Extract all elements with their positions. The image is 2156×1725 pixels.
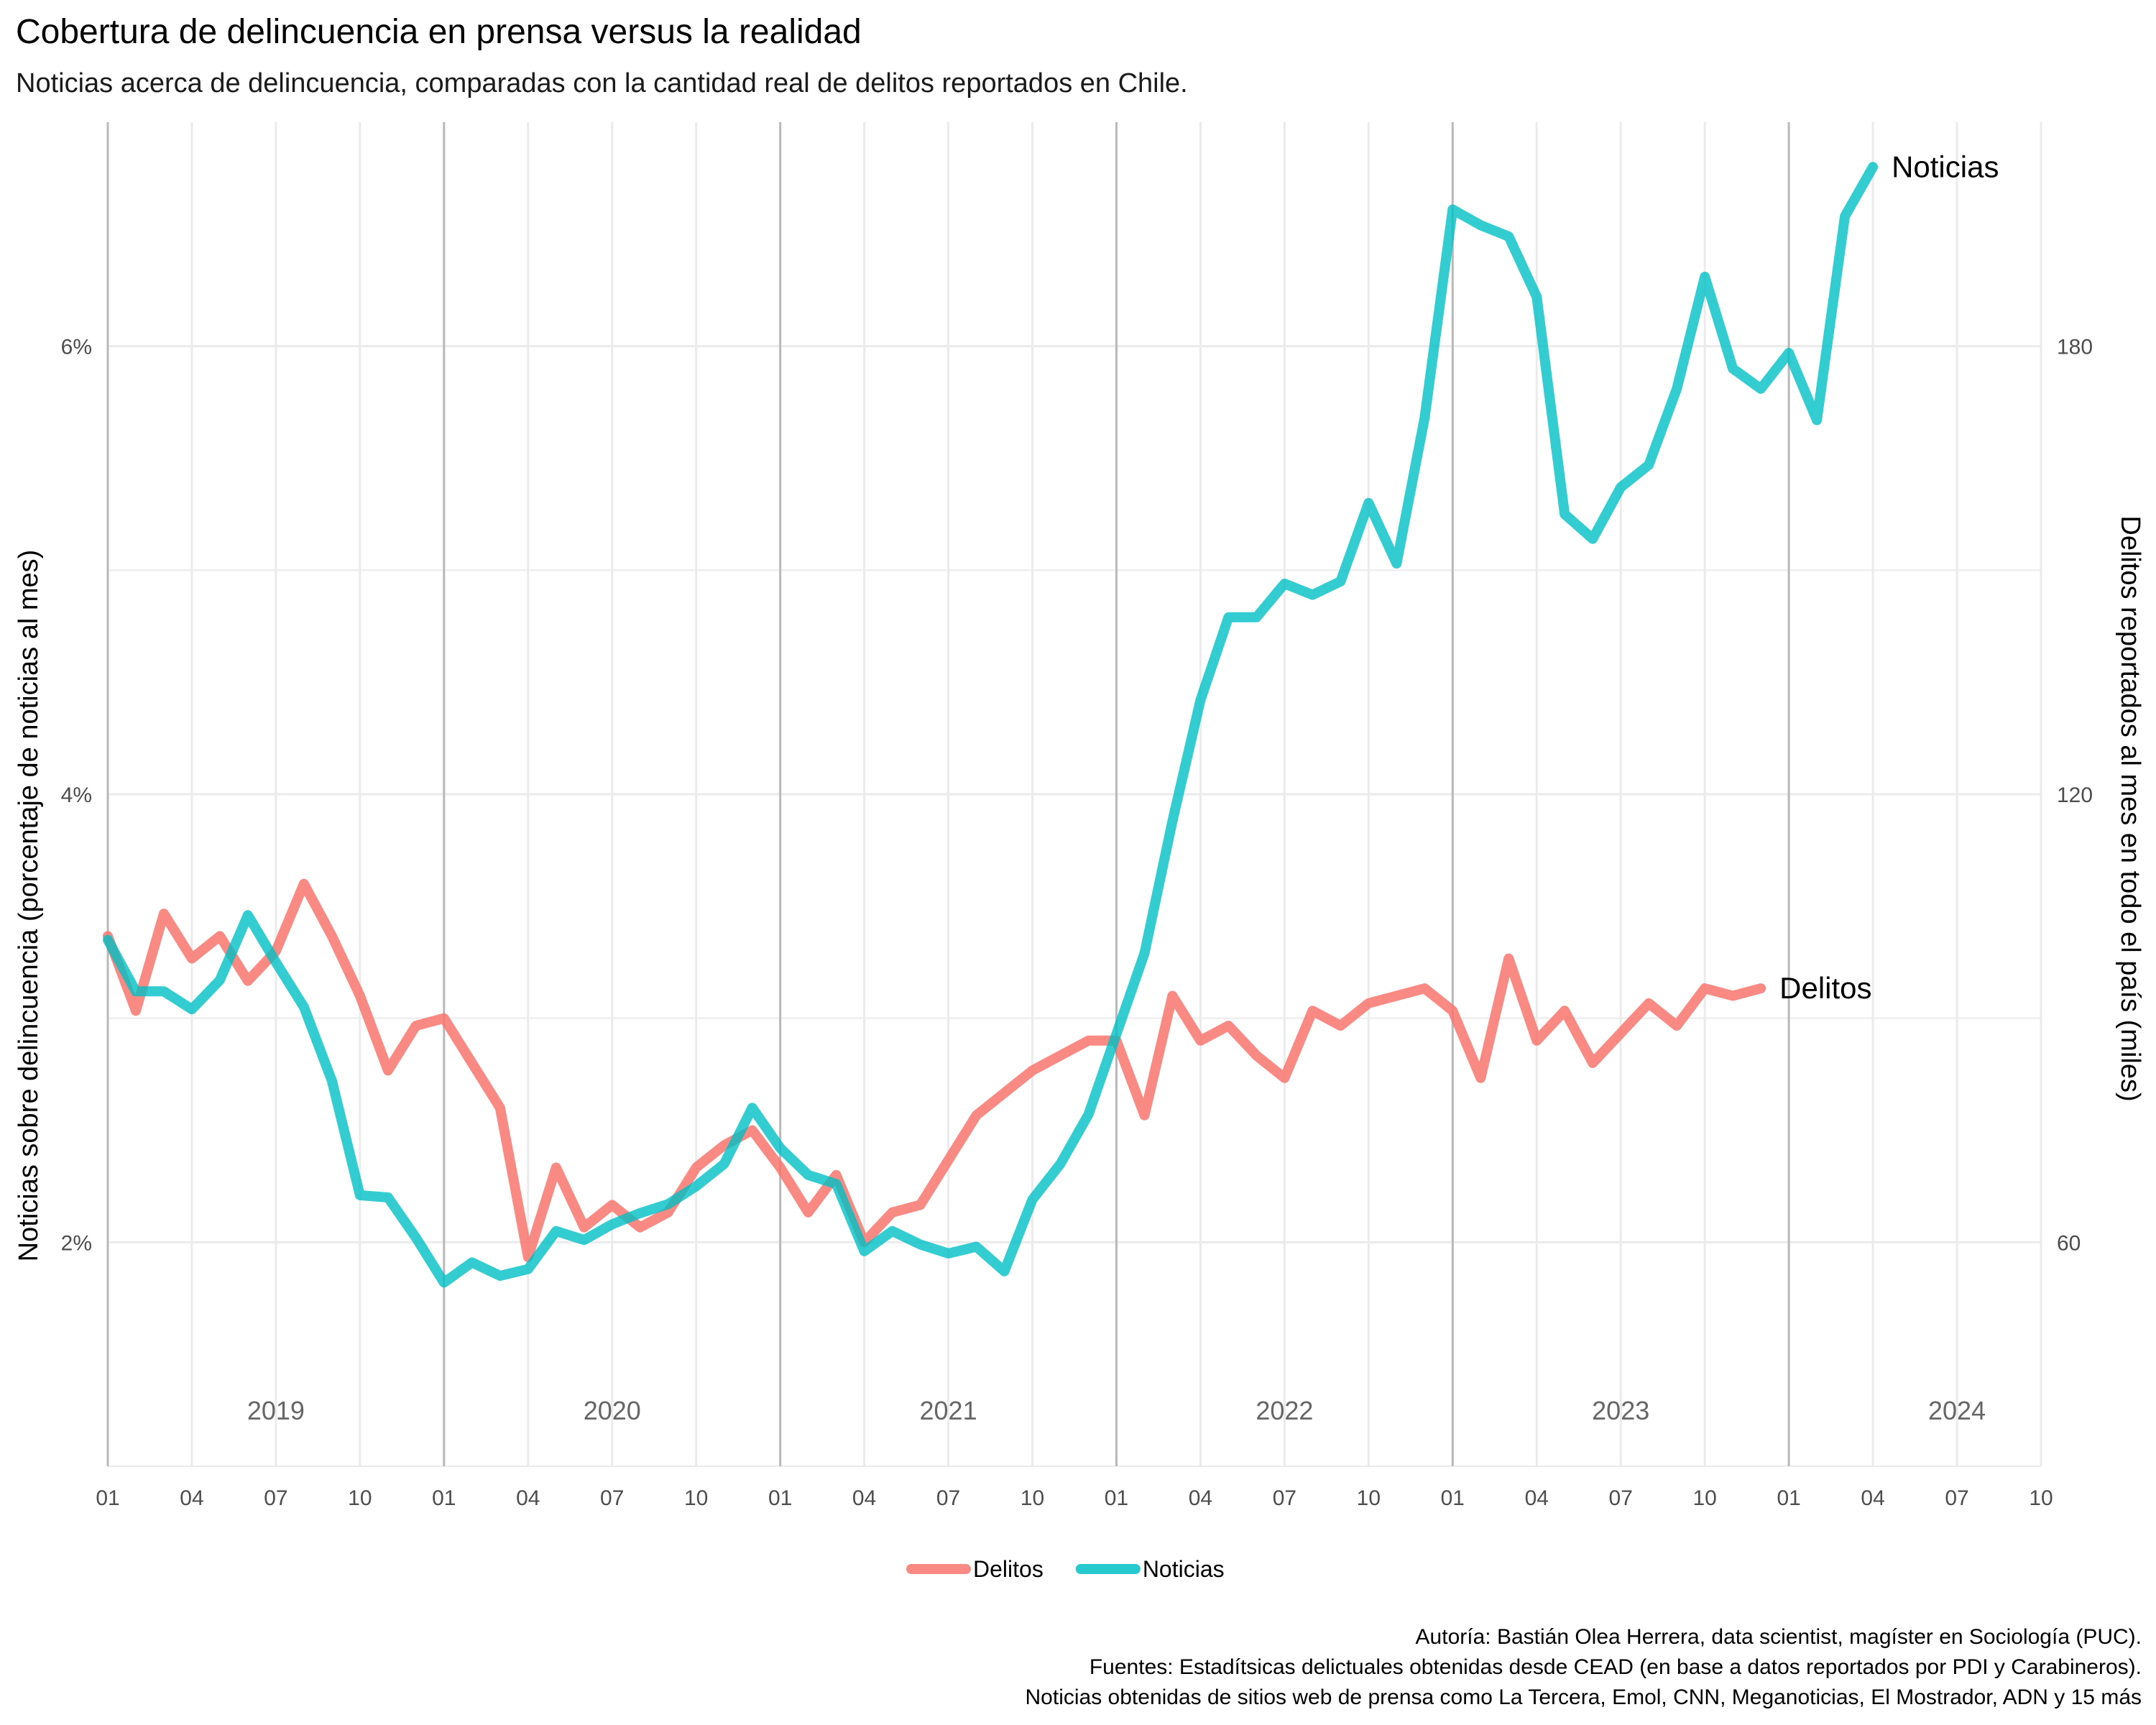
caption-line-3: Noticias obtenidas de sitios web de pren… bbox=[1026, 1685, 2142, 1709]
legend: Delitos Noticias bbox=[906, 1556, 1225, 1582]
series-line-noticias bbox=[103, 162, 1879, 1288]
y-axis-left-title: Noticias sobre delincuencia (porcentaje … bbox=[14, 550, 44, 1262]
x-tick-label: 07 bbox=[1609, 1486, 1633, 1510]
x-tick-label: 01 bbox=[96, 1486, 119, 1510]
x-tick-label: 04 bbox=[1525, 1486, 1549, 1510]
x-tick-label: 04 bbox=[180, 1486, 203, 1510]
x-tick-label: 04 bbox=[1189, 1486, 1212, 1510]
y-tick-label-right: 120 bbox=[2057, 783, 2093, 807]
x-tick-label: 10 bbox=[684, 1486, 708, 1510]
x-tick-label: 10 bbox=[1692, 1486, 1716, 1510]
x-tick-label: 04 bbox=[516, 1486, 540, 1510]
caption-line-2: Fuentes: Estadítsicas delictuales obteni… bbox=[1089, 1655, 2142, 1679]
legend-label-delitos: Delitos bbox=[973, 1556, 1044, 1582]
x-tick-label: 01 bbox=[1441, 1486, 1465, 1510]
y-tick-label-left: 6% bbox=[61, 336, 92, 359]
grid bbox=[106, 122, 2042, 1467]
series-line-delitos bbox=[103, 878, 1766, 1263]
x-tick-label: 01 bbox=[1777, 1486, 1800, 1510]
x-tick-label: 04 bbox=[852, 1486, 876, 1510]
year-label: 2022 bbox=[1256, 1396, 1313, 1425]
y-tick-label-right: 180 bbox=[2057, 336, 2093, 359]
x-tick-label: 01 bbox=[432, 1486, 456, 1510]
year-labels: 2019 2020 2021 2022 2023 2024 bbox=[247, 1396, 1986, 1425]
x-tick-label: 10 bbox=[348, 1486, 372, 1510]
x-tick-label: 04 bbox=[1861, 1486, 1884, 1510]
y-axis-right-title: Delitos reportados al mes en todo el paí… bbox=[2115, 515, 2145, 1101]
y-tick-label-left: 4% bbox=[61, 783, 92, 807]
legend-label-noticias: Noticias bbox=[1143, 1556, 1225, 1582]
x-tick-label: 07 bbox=[1273, 1486, 1296, 1510]
x-tick-label: 07 bbox=[264, 1486, 287, 1510]
year-label: 2023 bbox=[1592, 1396, 1649, 1425]
year-label: 2024 bbox=[1928, 1396, 1986, 1425]
chart-subtitle: Noticias acerca de delincuencia, compara… bbox=[16, 68, 1188, 98]
x-tick-label: 10 bbox=[2029, 1486, 2053, 1510]
x-tick-label: 07 bbox=[936, 1486, 960, 1510]
series-end-label-noticias: Noticias bbox=[1892, 150, 1999, 183]
series-lines: Delitos Noticias bbox=[103, 150, 1999, 1288]
year-label: 2019 bbox=[247, 1396, 305, 1425]
x-tick-label: 10 bbox=[1357, 1486, 1381, 1510]
y-tick-label-left: 2% bbox=[61, 1231, 92, 1255]
x-tick-label: 07 bbox=[1945, 1486, 1968, 1510]
axes: 2% 4% 6% 60 120 180 01 04 07 10 01 04 07 10 01 04 07 10 01… bbox=[61, 336, 2093, 1510]
x-tick-label: 10 bbox=[1021, 1486, 1044, 1510]
year-label: 2021 bbox=[920, 1396, 977, 1425]
x-tick-label: 07 bbox=[600, 1486, 624, 1510]
chart-title: Cobertura de delincuencia en prensa vers… bbox=[16, 13, 862, 51]
x-tick-label: 01 bbox=[768, 1486, 792, 1510]
year-label: 2020 bbox=[584, 1396, 641, 1425]
y-tick-label-right: 60 bbox=[2057, 1231, 2081, 1255]
x-tick-label: 01 bbox=[1105, 1486, 1128, 1510]
caption-line-1: Autoría: Bastián Olea Herrera, data scie… bbox=[1416, 1625, 2142, 1649]
series-end-label-delitos: Delitos bbox=[1779, 971, 1871, 1005]
